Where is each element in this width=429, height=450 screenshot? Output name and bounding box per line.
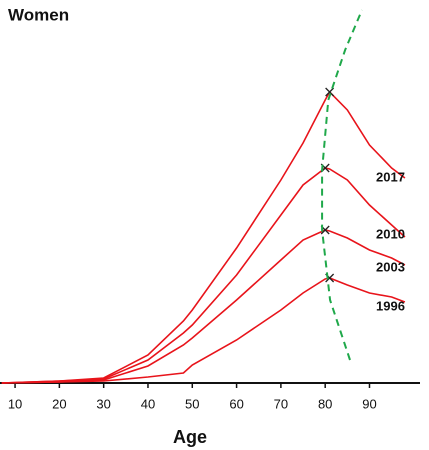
x-tick-label: 70 — [274, 396, 288, 411]
trend-line — [321, 9, 363, 361]
line — [1, 167, 406, 384]
series-label: 2017 — [376, 169, 405, 184]
x-axis-label: Age — [173, 427, 207, 447]
x-tick-label: 10 — [8, 396, 22, 411]
series-label: 1996 — [376, 298, 405, 313]
x-tick-label: 40 — [141, 396, 155, 411]
peak-marker — [325, 87, 335, 97]
series-label: 2003 — [376, 259, 405, 274]
series-label: 2010 — [376, 226, 405, 241]
x-tick-label: 30 — [96, 396, 110, 411]
x-tick-label: 20 — [52, 396, 66, 411]
line — [1, 90, 406, 384]
x-tick-label: 90 — [362, 396, 376, 411]
line — [1, 277, 406, 384]
x-tick-label: 60 — [229, 396, 243, 411]
x-tick-label: 80 — [318, 396, 332, 411]
line — [1, 229, 406, 384]
chart-title: Women — [8, 5, 69, 24]
x-tick-label: 50 — [185, 396, 199, 411]
